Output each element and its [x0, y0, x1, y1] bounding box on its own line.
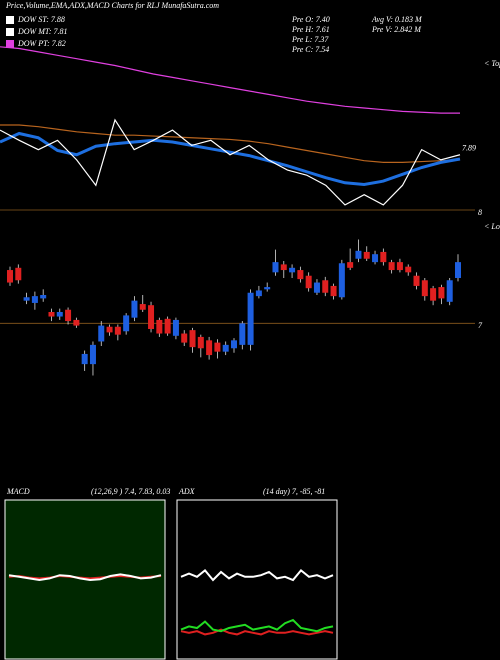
stat: Pre L: 7.37: [291, 35, 329, 44]
legend-swatch: [6, 28, 14, 36]
y-tick-label: 8: [478, 208, 482, 217]
candle-body: [405, 266, 412, 273]
candle-body: [396, 262, 403, 271]
stat: Avg V: 0.183 M: [371, 15, 423, 24]
candle-body: [413, 275, 420, 286]
candle-body: [181, 333, 188, 343]
series-line: [0, 124, 461, 163]
candle-body: [214, 342, 221, 352]
candle-body: [289, 267, 296, 273]
candle-body: [380, 251, 387, 263]
series-line: [180, 618, 334, 633]
candle-body: [164, 318, 171, 334]
series-line: [8, 573, 162, 582]
candle-body: [363, 251, 370, 259]
candle-body: [206, 340, 213, 356]
candle-body: [322, 280, 329, 293]
candle-body: [139, 304, 146, 310]
candle-body: [123, 315, 130, 332]
candle-body: [247, 292, 254, 345]
candle-body: [114, 326, 121, 335]
panel-subtitle: (14 day) 7, -85, -81: [263, 487, 325, 496]
candle-body: [313, 282, 320, 293]
candle-body: [48, 312, 55, 317]
candle-body: [148, 305, 155, 329]
page-title: Price,Volume,EMA,ADX,MACD Charts for RLJ…: [5, 1, 219, 10]
legend-label: DOW PT: 7.82: [17, 39, 66, 48]
annotation: < Lows: [484, 222, 500, 231]
series-line: [180, 569, 334, 582]
candle-body: [7, 270, 13, 283]
stat: Pre V: 2.842 M: [371, 25, 422, 34]
candle-body: [40, 295, 47, 299]
series-line: [0, 131, 461, 187]
legend-label: DOW ST: 7.88: [17, 15, 65, 24]
candle-body: [31, 296, 38, 303]
candle-body: [131, 300, 138, 318]
stat: Pre H: 7.61: [291, 25, 330, 34]
y-tick-label: 7: [478, 321, 483, 330]
candle-body: [73, 319, 80, 326]
end-label: 7.89: [462, 144, 476, 153]
series-line: [0, 46, 460, 114]
candle-body: [239, 323, 246, 345]
candle-body: [297, 270, 304, 280]
panel: [176, 499, 338, 660]
candle-body: [455, 262, 461, 278]
series-line: [0, 118, 461, 206]
candle-body: [197, 336, 204, 349]
legend-swatch: [6, 40, 14, 48]
candle-body: [23, 297, 30, 301]
candle-body: [421, 280, 428, 297]
stat: Pre O: 7.40: [291, 15, 330, 24]
candle-body: [338, 263, 345, 298]
candle-body: [388, 262, 395, 271]
candle-body: [56, 312, 63, 317]
stat: Pre C: 7.54: [291, 45, 329, 54]
candle-body: [106, 326, 113, 333]
candle-body: [189, 330, 196, 348]
panel-title: MACD: [6, 487, 30, 496]
series-line: [180, 628, 334, 636]
candle-body: [438, 287, 445, 299]
legend-swatch: [6, 16, 14, 24]
candle-body: [330, 285, 337, 297]
panel-subtitle: (12,26,9 ) 7.4, 7.83, 0.03: [91, 487, 170, 496]
candle-body: [222, 344, 229, 352]
annotation: < Tops: [484, 59, 500, 68]
candle-body: [264, 287, 271, 290]
candle-body: [305, 275, 312, 289]
candle-body: [355, 250, 362, 259]
legend-label: DOW MT: 7.81: [17, 27, 68, 36]
candle-body: [272, 262, 279, 273]
candle-body: [15, 267, 22, 281]
candle-body: [430, 288, 437, 301]
candle-body: [81, 353, 88, 365]
panel-title: ADX: [178, 487, 196, 496]
candle-body: [156, 319, 163, 334]
candle-body: [280, 264, 287, 271]
candle-body: [231, 340, 237, 349]
candle-body: [372, 254, 379, 263]
candle-body: [255, 290, 262, 297]
candle-body: [172, 319, 179, 336]
candle-body: [446, 280, 453, 302]
candle-body: [89, 344, 96, 365]
candle-body: [98, 325, 105, 342]
candle-body: [65, 309, 72, 322]
candle-body: [347, 262, 354, 268]
